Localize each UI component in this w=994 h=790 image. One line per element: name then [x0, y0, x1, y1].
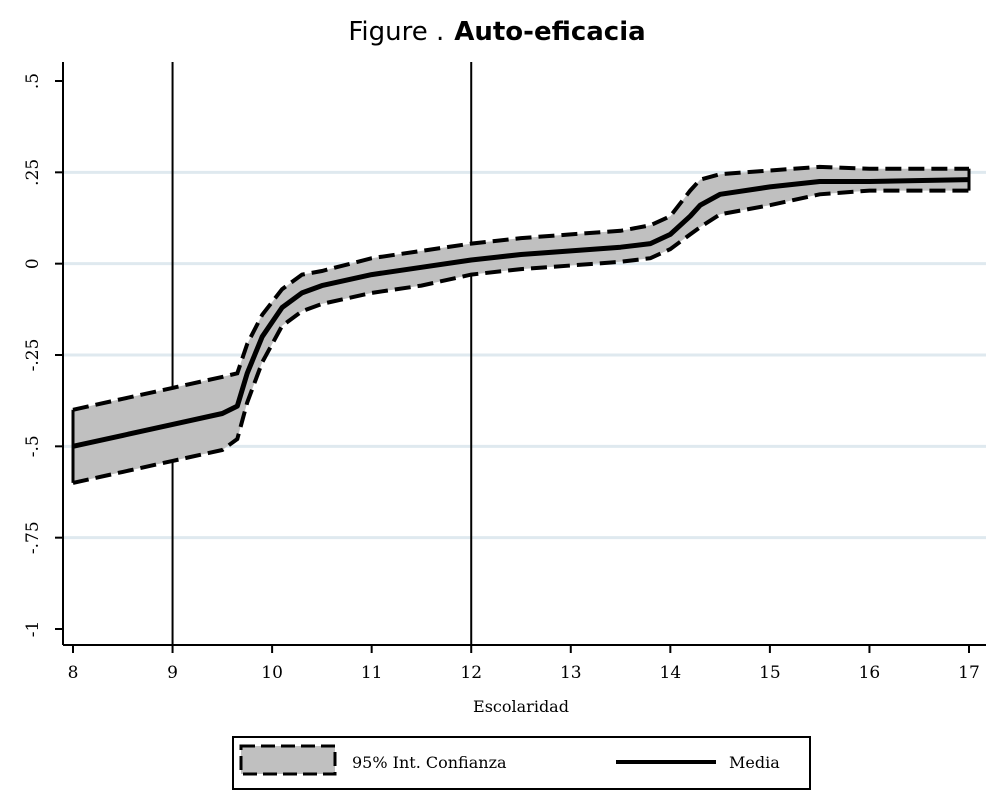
confidence-band — [71, 164, 971, 485]
x-tick-label-2: 10 — [261, 663, 283, 683]
x-tick-label-1: 9 — [167, 663, 178, 683]
confidence-band-area — [73, 166, 969, 483]
confidence-lower-line — [72, 188, 969, 485]
x-tick-label-3: 11 — [361, 663, 383, 683]
axes — [62, 62, 986, 646]
y-tick-label-6: -1 — [23, 621, 43, 638]
chart-title-main: Auto-eficacia — [454, 17, 645, 47]
x-tick-label-6: 14 — [660, 663, 682, 683]
confidence-upper-line — [72, 164, 969, 412]
mean-line — [72, 177, 970, 449]
x-tick-label-9: 17 — [958, 663, 980, 683]
grid-lines — [63, 170, 986, 540]
y-axis-ticks: .5 .25 0 -.25 -.5 -.75 -1 — [23, 73, 63, 637]
y-tick-label-0: .5 — [23, 73, 43, 89]
reference-lines — [171, 62, 473, 645]
x-tick-label-0: 8 — [68, 663, 79, 683]
x-tick-label-5: 13 — [560, 663, 582, 683]
legend: 95% Int. Confianza Media — [232, 736, 811, 790]
x-axis-label: Escolaridad — [473, 697, 569, 716]
y-tick-label-4: -.5 — [23, 435, 43, 457]
y-tick-label-2: 0 — [23, 258, 43, 269]
legend-label-ci: 95% Int. Confianza — [352, 753, 507, 772]
y-tick-label-1: .25 — [23, 159, 43, 186]
y-tick-label-5: -.75 — [23, 521, 43, 554]
legend-label-mean: Media — [729, 753, 780, 772]
chart-title-prefix: Figure . — [348, 17, 444, 47]
x-tick-label-7: 15 — [759, 663, 781, 683]
chart-title: Figure . Auto-eficacia — [348, 17, 645, 47]
x-axis-ticks: 8 9 10 11 12 13 14 15 16 17 — [68, 645, 980, 683]
legend-swatch-ci — [239, 744, 337, 776]
mean-series — [72, 177, 970, 449]
x-tick-label-4: 12 — [460, 663, 482, 683]
y-tick-label-3: -.25 — [23, 339, 43, 372]
x-tick-label-8: 16 — [859, 663, 881, 683]
